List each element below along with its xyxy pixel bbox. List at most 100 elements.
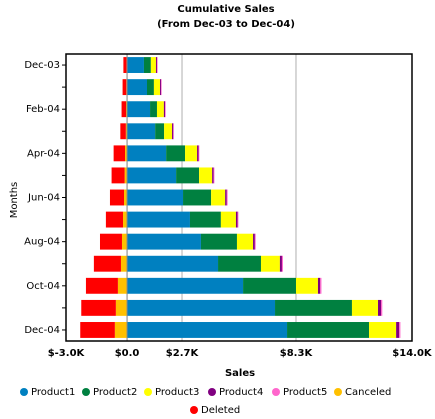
legend-swatch [208, 388, 216, 396]
bar-segment [235, 211, 238, 228]
bar-segment [124, 189, 128, 206]
bar-segment [127, 233, 201, 250]
x-axis-label: Sales [225, 368, 255, 379]
bar-segment [122, 211, 128, 228]
bar-segment [226, 189, 228, 206]
bar-segment [117, 277, 128, 294]
y-tick-label: Aug-04 [24, 237, 60, 248]
bar-segment [165, 101, 166, 118]
bar-segment [254, 233, 256, 250]
bar-segment [212, 167, 214, 184]
bar-segment [156, 57, 158, 73]
bar-segment [351, 299, 379, 316]
bar-segment [156, 101, 164, 118]
bar-segment [369, 322, 397, 338]
bar-segment [99, 233, 122, 250]
bar-segment [143, 57, 151, 73]
bar-segment [125, 145, 128, 162]
bar-segment [225, 189, 227, 206]
legend-swatch [272, 388, 280, 396]
legend-swatch [190, 406, 198, 414]
bar-segment [381, 299, 383, 316]
bar-segment [93, 255, 121, 272]
bar-segment [127, 145, 167, 162]
bar-segment [127, 167, 177, 184]
y-tick-label: Oct-04 [26, 281, 60, 292]
bar-segment [399, 322, 401, 338]
bar-segment [121, 233, 128, 250]
y-tick-label: Dec-03 [24, 60, 60, 71]
legend-swatch [20, 388, 28, 396]
bar-segment [220, 211, 236, 228]
bar-segment [185, 145, 198, 162]
bar-segment [150, 101, 157, 118]
x-tick-label: $0.0 [115, 348, 140, 359]
bar-segment [127, 255, 219, 272]
bar-segment [124, 167, 128, 184]
bar-segment [236, 233, 254, 250]
bar-segment [127, 277, 244, 294]
bar-segment [113, 145, 126, 162]
bar-segment [275, 299, 352, 316]
bar-segment [176, 167, 200, 184]
bar-segment [287, 322, 370, 338]
y-tick-label: Jun-04 [27, 193, 60, 204]
bar-segment [123, 57, 127, 73]
x-tick-label: $8.3K [280, 348, 314, 359]
bar-segment [155, 123, 165, 140]
bar-segment [127, 79, 148, 96]
legend-label: Product5 [283, 387, 327, 398]
bar-segment [127, 123, 156, 140]
bar-segment [155, 57, 157, 73]
bar-segment [378, 299, 382, 316]
bar-segment [120, 123, 126, 140]
bar-segment [121, 101, 127, 118]
plot-frame [65, 53, 413, 342]
legend-label: Product2 [93, 387, 137, 398]
x-tick-label: $-3.0K [48, 348, 86, 359]
bar-segment [127, 322, 288, 338]
bar-segment [320, 277, 322, 294]
bar-segment [213, 167, 215, 184]
bar-segment [243, 277, 296, 294]
bar-segment [183, 189, 212, 206]
bar-segment [111, 167, 125, 184]
bar-segment [80, 322, 115, 338]
bar-segment [114, 322, 128, 338]
bar-segment [260, 255, 280, 272]
bar-segment [150, 57, 156, 73]
bar-segment [211, 189, 226, 206]
y-tick-label: Dec-04 [24, 325, 60, 336]
bar-segment [160, 79, 162, 96]
bar-segment [122, 79, 127, 96]
legend-label: Canceled [345, 387, 391, 398]
bar-segment [127, 101, 151, 118]
bar-segment [198, 145, 200, 162]
legend-swatch [82, 388, 90, 396]
bar-segment [237, 211, 239, 228]
bar-segment [295, 277, 318, 294]
bar-segment [396, 322, 400, 338]
bar-segment [127, 299, 276, 316]
bar-segment [127, 211, 190, 228]
bar-segment [189, 211, 221, 228]
bar-segment [279, 255, 282, 272]
bar-segment [281, 255, 283, 272]
chart-subtitle: (From Dec-03 to Dec-04) [157, 19, 295, 30]
bar-segment [105, 211, 123, 228]
bar-segment [172, 123, 174, 140]
bar-segment [164, 123, 173, 140]
bar-segment [163, 101, 166, 118]
bar-segment [120, 255, 128, 272]
y-tick-label: Feb-04 [26, 104, 60, 115]
bar-segment [85, 277, 118, 294]
x-tick-label: $14.0K [392, 348, 433, 359]
bar-segment [253, 233, 255, 250]
bar-segment [197, 145, 199, 162]
legend-swatch [144, 388, 152, 396]
bar-segment [173, 123, 174, 140]
bar-segment [127, 189, 184, 206]
legend-label: Product3 [155, 387, 199, 398]
bar-segment [115, 299, 128, 316]
bar-segment [153, 79, 161, 96]
